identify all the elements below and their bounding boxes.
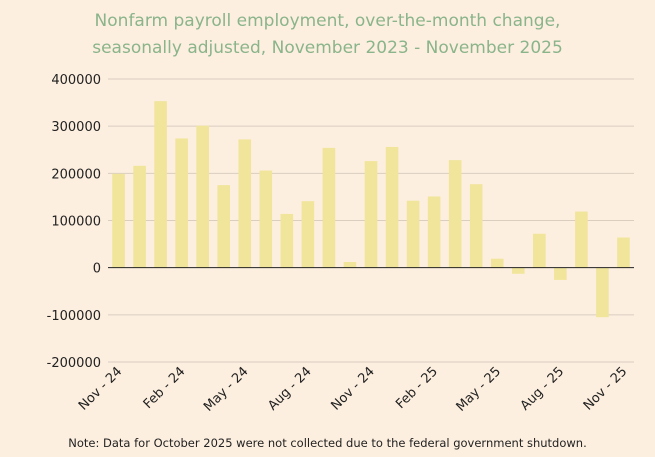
chart-title: Nonfarm payroll employment, over-the-mon… bbox=[0, 8, 655, 62]
bar bbox=[469, 184, 483, 268]
x-tick-label: May - 25 bbox=[454, 364, 504, 414]
y-tick-label: 400000 bbox=[51, 73, 101, 88]
chart-note: Note: Data for October 2025 were not col… bbox=[68, 436, 587, 450]
bar bbox=[511, 267, 525, 274]
chart-title-line-1: Nonfarm payroll employment, over-the-mon… bbox=[94, 11, 561, 31]
bar bbox=[112, 173, 125, 268]
bar bbox=[617, 237, 630, 268]
bar bbox=[448, 160, 462, 268]
bar bbox=[238, 139, 252, 268]
y-tick-label: 300000 bbox=[51, 120, 101, 135]
y-tick-label: 100000 bbox=[51, 215, 101, 230]
bar bbox=[385, 146, 399, 268]
bar bbox=[490, 258, 504, 268]
x-tick-label: Feb - 24 bbox=[141, 364, 189, 412]
bar bbox=[322, 147, 336, 268]
bar bbox=[596, 267, 609, 318]
y-tick-label: 200000 bbox=[51, 167, 101, 182]
bar bbox=[259, 170, 273, 268]
bar bbox=[154, 101, 167, 268]
bar bbox=[533, 233, 546, 268]
x-tick-label: Feb - 25 bbox=[393, 364, 441, 412]
bar bbox=[217, 185, 231, 268]
chart-title-line-2: seasonally adjusted, November 2023 - Nov… bbox=[92, 38, 563, 58]
bar bbox=[280, 213, 294, 268]
x-tick-label: Aug - 24 bbox=[265, 364, 314, 413]
bar bbox=[427, 196, 441, 268]
x-tick-label: Aug - 25 bbox=[518, 364, 567, 413]
bar bbox=[175, 138, 188, 268]
y-tick-label: 0 bbox=[93, 262, 101, 277]
bar bbox=[406, 200, 420, 268]
bar bbox=[343, 262, 357, 268]
x-tick-label: Nov - 24 bbox=[328, 364, 377, 413]
x-tick-label: Nov - 25 bbox=[581, 364, 630, 413]
bar bbox=[133, 165, 146, 268]
bar bbox=[301, 201, 315, 268]
x-tick-label: May - 24 bbox=[201, 364, 251, 414]
bar bbox=[575, 211, 588, 268]
x-tick-label: Nov - 24 bbox=[76, 364, 125, 413]
y-tick-label: -200000 bbox=[47, 356, 101, 371]
y-tick-label: -100000 bbox=[47, 309, 101, 324]
bar bbox=[554, 267, 567, 280]
bar bbox=[196, 125, 209, 268]
bar bbox=[364, 161, 378, 268]
